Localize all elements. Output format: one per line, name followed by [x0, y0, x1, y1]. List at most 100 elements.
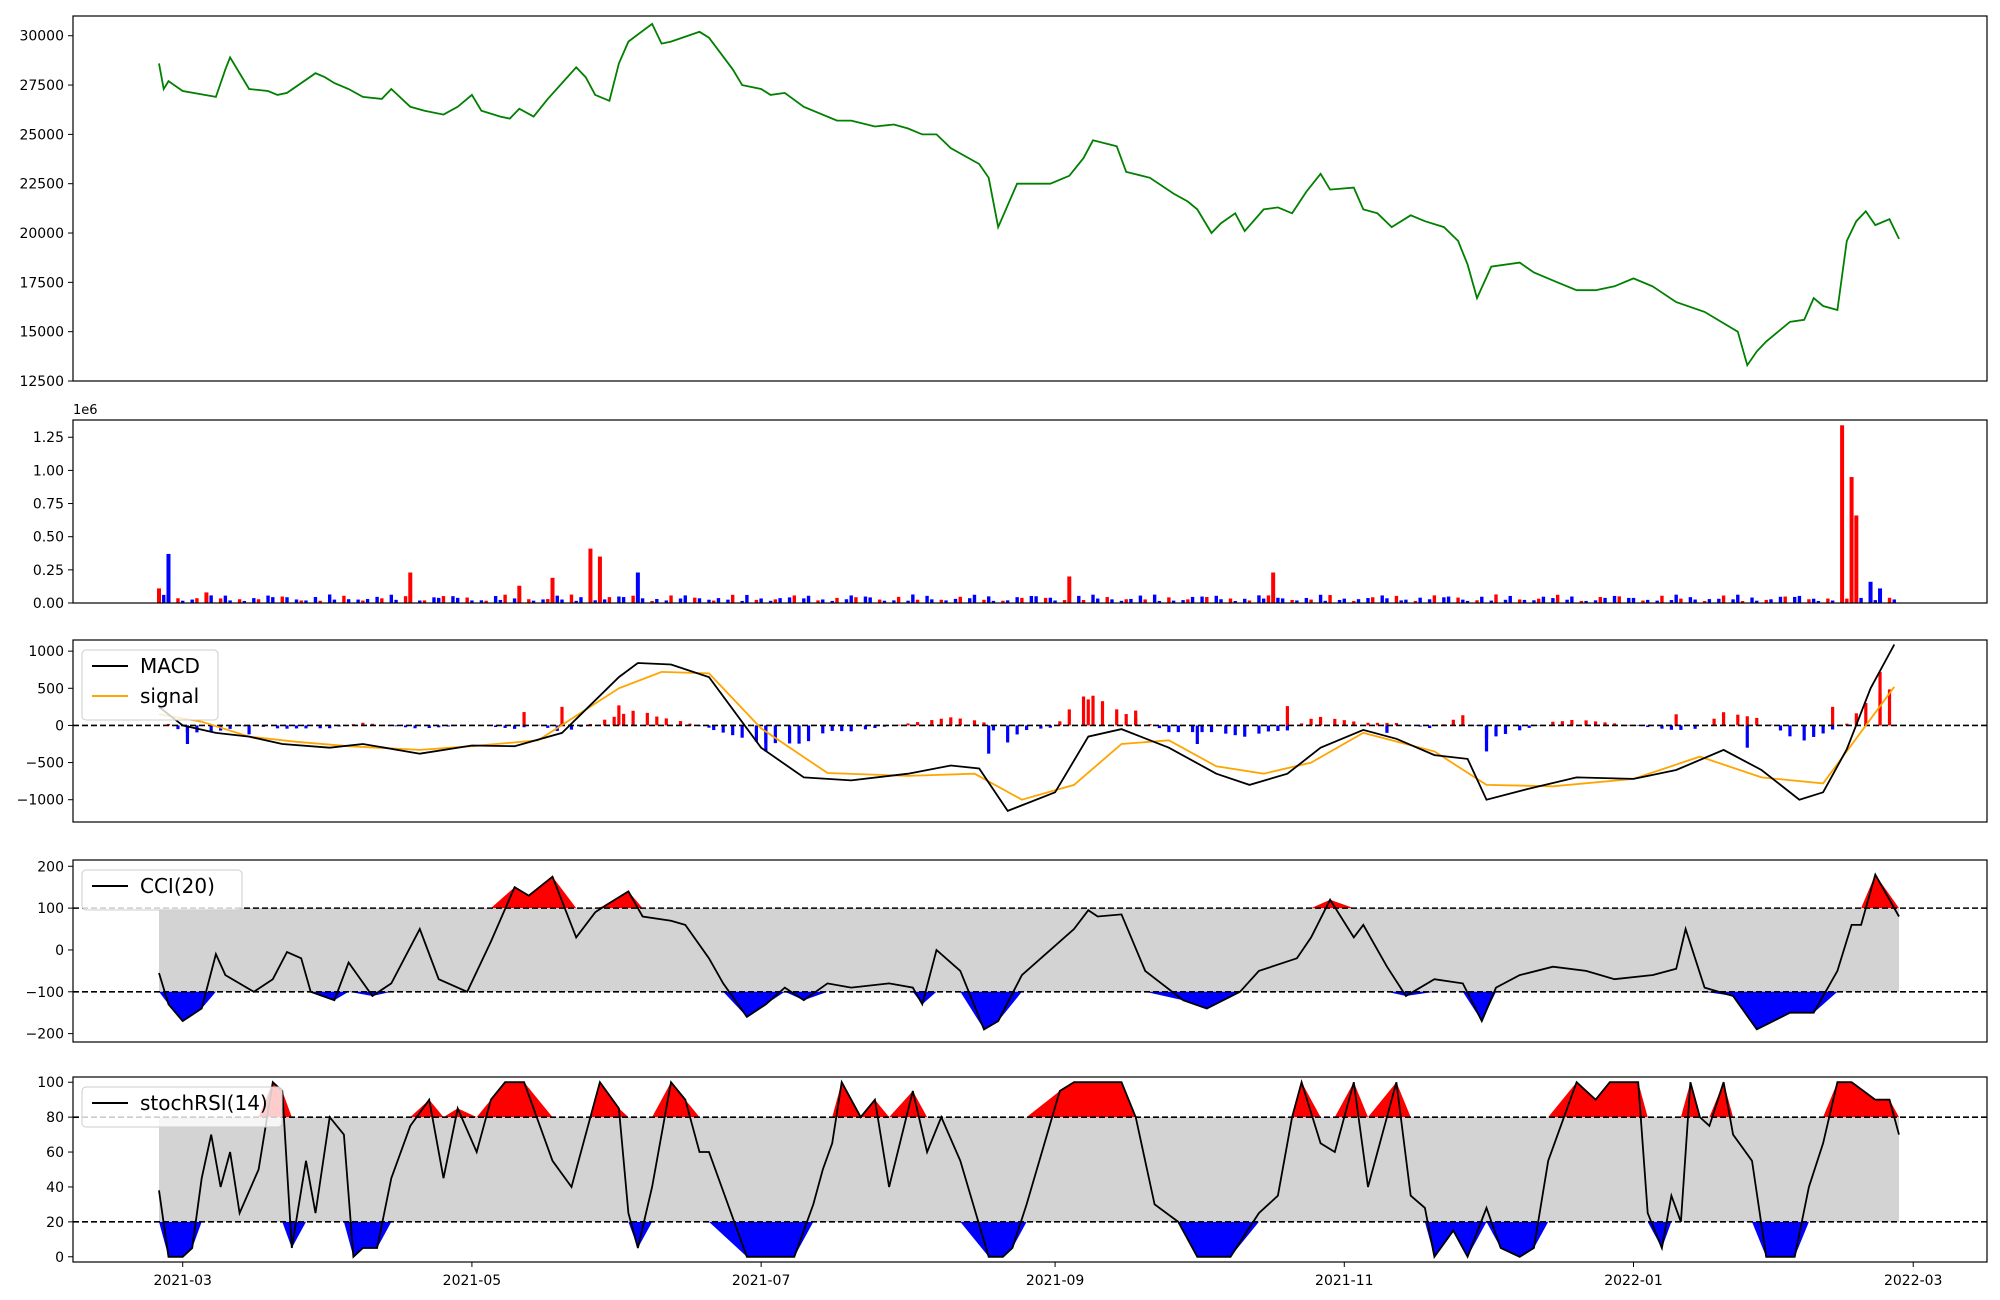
macd-histogram-bar: [991, 725, 996, 731]
macd-histogram-bar: [1375, 722, 1380, 726]
macd-histogram-bar: [1636, 725, 1640, 726]
volume-bar: [664, 600, 669, 603]
volume-bar: [806, 595, 811, 603]
volume-bar: [1518, 599, 1522, 603]
volume-bar: [768, 600, 773, 603]
volume-bar: [778, 598, 782, 603]
volume-bar: [579, 597, 583, 603]
volume-bar: [617, 596, 621, 603]
macd-histogram-bar: [1366, 722, 1370, 726]
macd-histogram-bar: [906, 723, 910, 726]
y-tick-label: 40: [46, 1180, 64, 1196]
volume-bar: [787, 597, 792, 603]
volume-bar: [546, 599, 550, 603]
volume-bar: [162, 594, 166, 603]
volume-bar: [1380, 595, 1384, 603]
y-tick-label: 60: [46, 1145, 64, 1161]
neutral-band: [159, 1117, 1899, 1222]
macd-histogram-bar: [958, 718, 962, 726]
y-tick-label: 0.00: [33, 596, 64, 612]
price-line: [158, 22, 1900, 368]
macd-histogram-bar: [1200, 725, 1204, 733]
volume-bar: [1352, 600, 1356, 603]
volume-bar: [968, 598, 972, 603]
macd-histogram-bar: [1484, 725, 1489, 752]
macd-histogram-bar: [1503, 725, 1508, 734]
volume-bar: [1110, 599, 1114, 603]
volume-bar: [1840, 425, 1845, 603]
volume-bar: [1181, 600, 1185, 603]
volume-bar: [252, 598, 256, 603]
volume-bar: [1826, 598, 1830, 603]
volume-bar: [1494, 594, 1498, 603]
macd-histogram-bar: [915, 722, 920, 726]
volume-bar: [892, 600, 896, 603]
volume-bar: [1337, 599, 1342, 603]
volume-bar: [1769, 599, 1773, 603]
volume-bar: [588, 548, 593, 603]
volume-bar: [498, 599, 503, 603]
volume-bar: [802, 598, 806, 603]
macd-histogram-bar: [569, 725, 574, 730]
y-tick-label: 1.25: [33, 430, 64, 446]
legend-label: signal: [140, 684, 199, 708]
volume-bar: [313, 597, 318, 603]
volume-bar: [1503, 599, 1508, 603]
volume-bar: [422, 600, 427, 603]
volume-bar: [1432, 595, 1437, 603]
volume-bar: [1067, 576, 1072, 603]
macd-histogram-bar: [1067, 709, 1071, 726]
macd-histogram-bar: [949, 717, 953, 726]
macd-histogram-bar: [1025, 725, 1029, 730]
volume-bar: [635, 572, 640, 603]
macd-histogram-bar: [1674, 714, 1678, 726]
macd-histogram-bar: [1755, 717, 1759, 726]
volume-bar: [1138, 595, 1143, 603]
volume-bar: [792, 595, 797, 603]
volume-bar: [982, 599, 986, 603]
macd-histogram-bar: [830, 725, 834, 731]
volume-bar: [650, 600, 654, 603]
volume-bar: [1702, 601, 1707, 603]
macd-histogram-bar: [930, 720, 934, 726]
volume-bar: [1797, 595, 1802, 603]
macd-histogram-bar: [773, 725, 777, 744]
macd-histogram-bar: [294, 725, 299, 729]
macd-histogram-bar: [1461, 715, 1465, 726]
volume-bar: [1480, 596, 1484, 603]
macd-histogram-bar: [1257, 725, 1261, 734]
macd-histogram-bar: [1124, 714, 1128, 726]
macd-histogram-bar: [678, 721, 683, 726]
volume-bar: [1693, 599, 1697, 603]
volume-bar: [1792, 596, 1797, 603]
macd-histogram-bar: [849, 725, 853, 732]
signal-line: [158, 670, 1896, 801]
volume-bar: [849, 595, 853, 603]
y-tick-label: 0.75: [33, 497, 64, 513]
macd-histogram-bar: [1385, 725, 1389, 733]
price-panel: 12500 15000 17500 20000 22500 25000 27500 30000: [19, 15, 1988, 390]
volume-bar: [157, 588, 161, 603]
volume-bar: [1119, 600, 1124, 603]
x-tick-label: 2021-11: [1315, 1273, 1374, 1289]
volume-bar: [1845, 598, 1849, 603]
macd-histogram-bar: [403, 725, 408, 728]
volume-bar: [1091, 594, 1095, 603]
macd-histogram-bar: [1693, 725, 1697, 729]
volume-bar: [1318, 594, 1323, 603]
macd-histogram-bar: [209, 725, 213, 732]
volume-bar: [285, 597, 289, 603]
volume-bar: [479, 600, 484, 603]
macd-histogram-bar: [446, 725, 450, 727]
volume-bar: [1015, 597, 1019, 603]
volume-bar: [256, 599, 261, 603]
volume-bar: [1266, 595, 1271, 603]
y-tick-label: 500: [37, 681, 64, 697]
macd-histogram-bar: [1802, 725, 1806, 741]
macd-histogram-bar: [707, 725, 711, 728]
y-tick-label: 0: [55, 718, 64, 734]
macd-histogram-bar: [275, 725, 280, 729]
macd-histogram-bar: [1134, 710, 1138, 726]
volume-bar: [925, 595, 929, 603]
volume-bar: [228, 600, 232, 603]
